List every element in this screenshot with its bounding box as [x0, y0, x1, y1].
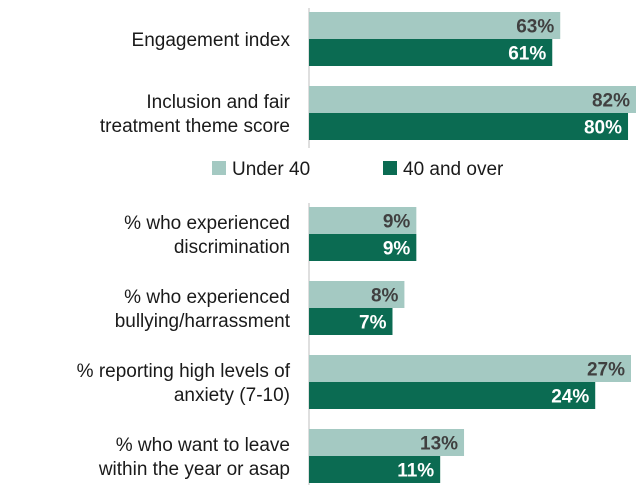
bar-40-and-over: [309, 234, 417, 261]
value-label-under-40: 82%: [592, 91, 630, 112]
value-label-40-and-over: 9%: [383, 239, 411, 260]
bar-40-and-over: [309, 456, 441, 483]
value-label-under-40: 8%: [371, 286, 399, 307]
value-label-under-40: 63%: [516, 17, 554, 38]
value-label-under-40: 27%: [587, 360, 625, 381]
value-label-40-and-over: 11%: [397, 461, 434, 482]
category-label: treatment theme score: [100, 116, 290, 137]
legend-swatch-40-and-over: [383, 161, 397, 175]
bar-under-40: [309, 281, 405, 308]
legend-label-40-and-over: 40 and over: [403, 159, 504, 180]
bar-under-40: [309, 207, 417, 234]
bar-under-40: [309, 12, 561, 39]
category-label: % who want to leave: [116, 435, 290, 456]
bar-40-and-over: [309, 113, 629, 140]
legend-swatch-under-40: [212, 161, 226, 175]
bar-40-and-over: [309, 39, 553, 66]
category-label: within the year or asap: [98, 459, 290, 480]
value-label-40-and-over: 61%: [508, 44, 546, 65]
value-label-40-and-over: 80%: [584, 118, 622, 139]
bottom-bar-panel: 9% 9% % who experienced discrimination 8% 7%%…: [77, 203, 631, 485]
bar-under-40: [309, 355, 631, 382]
bar-40-and-over: [309, 308, 393, 335]
category-label: Inclusion and fair: [146, 92, 290, 113]
value-label-under-40: 13%: [420, 434, 458, 455]
category-label: discrimination: [174, 237, 290, 258]
legend-label-under-40: Under 40: [232, 159, 310, 180]
category-label: % who experienced: [124, 213, 290, 234]
bar-under-40: [309, 429, 465, 456]
bar-40-and-over: [309, 382, 596, 409]
category-label: bullying/harrassment: [115, 311, 291, 332]
category-label: Engagement index: [132, 30, 291, 51]
value-label-40-and-over: 24%: [551, 387, 589, 408]
top-bar-panel: 63% 61% Engagement index 82% 80% Inclusion an…: [100, 8, 636, 148]
legend: Under 40 40 and over: [212, 159, 504, 180]
category-label: % reporting high levels of: [77, 361, 291, 382]
category-label: anxiety (7-10): [174, 385, 290, 406]
bar-under-40: [309, 86, 636, 113]
value-label-40-and-over: 7%: [359, 313, 387, 334]
value-label-under-40: 9%: [383, 212, 411, 233]
category-label: % who experienced: [124, 287, 290, 308]
